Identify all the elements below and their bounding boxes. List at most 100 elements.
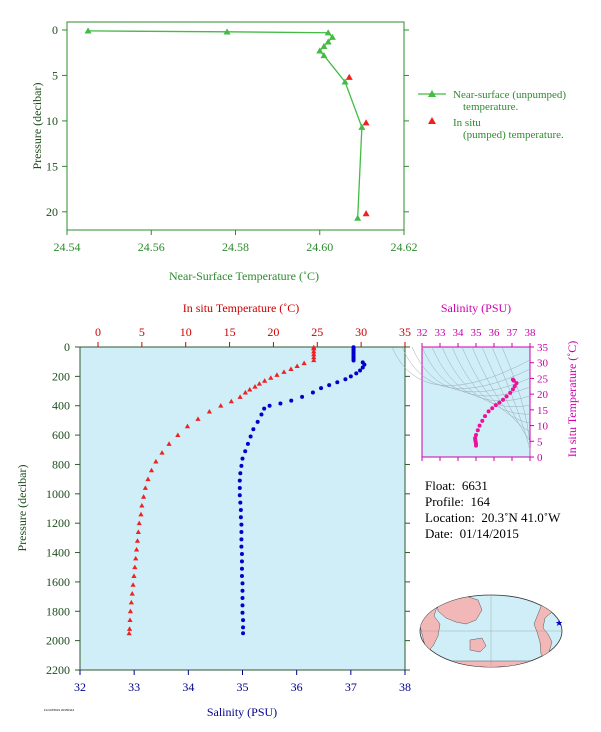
temperature-point [311,357,317,363]
ts-point [480,418,485,423]
temperature-point [132,564,138,570]
temperature-point [136,520,142,526]
unpumped-temperature-point [320,51,328,59]
profile-y-tick-label: 800 [52,457,70,471]
salinity-point [248,434,253,439]
salinity-point [240,588,245,593]
salinity-point [241,618,246,623]
salinity-point [237,478,242,483]
temperature-point [131,573,137,578]
ts-density-contour [411,346,531,393]
salinity-point [262,406,267,411]
salinity-point [238,507,243,512]
ts-x-tick-label: 32 [417,327,428,339]
ts-point [512,384,517,389]
near-surface-x-tick-label: 24.58 [222,240,249,254]
unpumped-temperature-point [324,38,332,45]
salinity-point [358,368,363,373]
profile-y-tick-label: 1600 [46,575,70,589]
map-land-australia [469,637,487,653]
salinity-point [343,377,348,382]
ts-y-tick-label: 35 [537,342,549,354]
ts-point [501,397,505,402]
salinity-point [360,365,365,370]
temperature-point [262,378,268,383]
temperature-point [135,529,141,534]
unpumped-temperature-point [223,28,231,35]
ts-point [477,423,482,428]
near-surface-y-tick-label: 20 [46,205,58,219]
near-surface-y-tick-label: 0 [52,23,58,37]
float-value: 6631 [461,478,488,493]
near-surface-x-tick-label: 24.60 [306,240,333,254]
salinity-point [327,383,332,388]
salinity-tick-label: 36 [291,680,303,694]
profile-y-tick-label: 0 [64,340,70,354]
salinity-point [278,401,283,406]
ts-title: Salinity (PSU) [441,301,511,315]
temperature-point [242,389,248,395]
date-value: 01/14/2015 [459,526,519,541]
salinity-point [240,610,245,615]
ts-point [508,390,513,395]
legend-label-unpumped: Near-surface (unpumped) temperature. [453,89,566,113]
temperature-point [301,360,307,366]
ts-point [514,381,519,386]
temperature-point [133,547,140,552]
temperature-point [311,348,317,354]
ts-y-tick-label: 5 [537,436,543,448]
legend-line-1: Near-surface (unpumped) [453,89,566,101]
salinity-point [354,371,359,376]
profile-y-tick-label: 600 [52,428,70,442]
near-surface-plot-area [66,21,405,231]
unpumped-temperature-point [354,214,362,221]
legend-marker-pumped [428,117,436,124]
temperature-point [206,409,212,414]
temperature-tick-label: 25 [311,325,323,339]
unpumped-temperature-point [341,78,349,85]
ts-point [474,433,478,437]
unpumped-temperature-point [328,33,336,40]
salinity-point [239,574,244,579]
legend-line-2: temperature. [463,101,519,113]
map-float-location-icon: ★ [555,618,563,628]
ts-density-contour [501,346,531,460]
temperature-point [311,351,317,357]
temperature-tick-label: 0 [95,325,101,339]
salinity-point [240,596,245,601]
salinity-tick-label: 33 [128,680,140,694]
temperature-point [139,502,145,508]
ts-y-tick-label: 0 [537,452,543,464]
salinity-point [237,493,242,498]
location-row: Location: 20.3˚N 41.0˚W [425,510,560,526]
ts-point [473,436,478,441]
salinity-point [239,559,244,564]
profile-y-tick-label: 1400 [46,546,70,560]
salinity-point [335,380,340,385]
ts-density-contour [471,346,531,433]
temperature-point [252,384,258,389]
salinity-axis-label: Salinity (PSU) [207,705,277,719]
temperature-point [129,591,135,596]
location-value: 20.3˚N 41.0˚W [481,510,561,525]
temperature-axis-label: In situ Temperature (˚C) [183,301,300,315]
salinity-point [251,427,256,432]
salinity-point [351,358,356,363]
ts-y-tick-label: 25 [537,373,549,385]
map-graticule [420,595,562,667]
temperature-point [127,617,133,623]
temperature-point [281,369,287,374]
profile-y-tick-label: 1200 [46,516,70,530]
near-surface-chart: 24.54 24.56 24.58 24.60 24.62 0 5 10 15 20 Near-S… [30,21,566,283]
temperature-point [195,416,201,421]
ts-x-tick-label: 36 [489,327,501,339]
ts-x-tick-label: 35 [471,327,483,339]
ts-y-tick-label: 10 [537,421,549,433]
legend-label-pumped: In situ (pumped) temperature. [453,117,564,141]
salinity-point [237,485,242,490]
date-row: Date: 01/14/2015 [425,526,560,542]
salinity-point [259,412,264,417]
ts-density-contour [431,346,531,402]
profile-value: 164 [470,494,491,509]
near-surface-x-tick-label: 24.56 [138,240,165,254]
